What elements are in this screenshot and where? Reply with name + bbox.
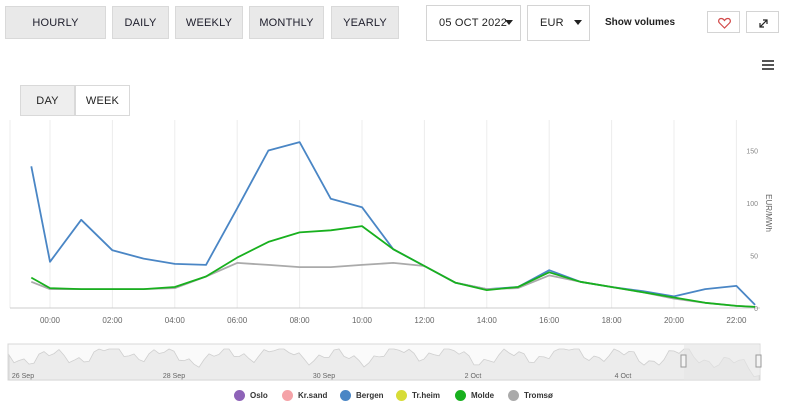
x-tick-label: 16:00 [539, 316, 560, 325]
x-tick-label: 10:00 [352, 316, 373, 325]
x-tick-label: 06:00 [227, 316, 248, 325]
legend-dot [340, 390, 351, 401]
y-tick-label: 0 [754, 306, 758, 313]
favorite-button[interactable] [707, 11, 740, 33]
legend-label: Tr.heim [412, 391, 441, 400]
x-tick-label: 02:00 [102, 316, 123, 325]
navigator-date-label: 4 Oct [615, 373, 632, 380]
chevron-down-icon [574, 20, 582, 25]
range-tab-week[interactable]: WEEK [75, 85, 130, 116]
x-tick-label: 18:00 [602, 316, 623, 325]
legend-label: Kr.sand [298, 391, 328, 400]
legend-label: Bergen [356, 391, 384, 400]
navigator-date-label: 26 Sep [12, 373, 34, 380]
show-volumes-toggle[interactable]: Show volumes [605, 17, 676, 28]
currency-select-value: EUR [540, 17, 564, 29]
time-navigator[interactable]: 26 Sep 28 Sep 30 Sep 2 Oct 4 Oct [0, 343, 798, 383]
navigator-series [8, 348, 760, 381]
legend-item-tr-heim[interactable]: Tr.heim [396, 390, 440, 401]
legend-item-bergen[interactable]: Bergen [340, 390, 384, 401]
legend-dot [396, 390, 407, 401]
y-axis-title: EUR/MWh [764, 194, 773, 232]
legend-item-tromso[interactable]: Tromsø [508, 390, 553, 401]
date-select-value: 05 OCT 2022 [439, 17, 508, 29]
tab-monthly[interactable]: MONTHLY [249, 6, 324, 39]
y-tick-label: 100 [746, 201, 758, 208]
legend-dot [282, 390, 293, 401]
chart-menu-button[interactable] [760, 58, 776, 72]
tab-daily[interactable]: DAILY [112, 6, 169, 39]
navigator-date-label: 28 Sep [163, 373, 185, 380]
chevron-down-icon [505, 20, 513, 25]
x-tick-label: 04:00 [165, 316, 186, 325]
x-tick-label: 08:00 [290, 316, 311, 325]
x-tick-label: 12:00 [414, 316, 435, 325]
navigator-selection[interactable] [684, 344, 759, 380]
legend-item-oslo[interactable]: Oslo [234, 390, 268, 401]
chart-gridlines [9, 120, 760, 309]
navigator-handle-right[interactable] [755, 354, 762, 368]
legend-label: Oslo [250, 391, 268, 400]
currency-select[interactable]: EUR [527, 5, 590, 41]
legend-label: Molde [471, 391, 495, 400]
chart-series [30, 141, 756, 308]
price-line-chart: 00:00 02:00 04:00 06:00 08:00 10:00 12:00 14:00… [9, 120, 773, 325]
date-select[interactable]: 05 OCT 2022 [426, 5, 521, 41]
legend-dot [455, 390, 466, 401]
hamburger-icon [762, 60, 774, 70]
fullscreen-button[interactable] [746, 11, 779, 33]
legend-dot [508, 390, 519, 401]
series-line-tromsø[interactable] [30, 261, 756, 308]
series-line-bergen[interactable] [30, 141, 756, 306]
y-tick-label: 150 [746, 149, 758, 156]
x-tick-label: 00:00 [40, 316, 61, 325]
tab-hourly[interactable]: HOURLY [5, 6, 106, 39]
navigator-date-label: 30 Sep [313, 373, 335, 380]
navigator-date-label: 2 Oct [465, 373, 482, 380]
series-line-molde[interactable] [30, 225, 756, 308]
tab-weekly[interactable]: WEEKLY [175, 6, 243, 39]
expand-icon [759, 19, 768, 28]
legend-item-kr-sand[interactable]: Kr.sand [282, 390, 327, 401]
legend-label: Tromsø [524, 391, 553, 400]
navigator-handle-left[interactable] [680, 354, 687, 368]
range-tab-day[interactable]: DAY [20, 85, 75, 116]
x-axis-labels: 00:00 02:00 04:00 06:00 08:00 10:00 12:00 14:00… [40, 316, 747, 325]
heart-icon [718, 17, 731, 29]
legend-item-molde[interactable]: Molde [455, 390, 494, 401]
x-tick-label: 20:00 [664, 316, 685, 325]
x-tick-label: 22:00 [726, 316, 747, 325]
y-axis-labels: 0 50 100 150 [746, 149, 758, 314]
navigator-labels: 26 Sep 28 Sep 30 Sep 2 Oct 4 Oct [12, 373, 632, 380]
x-tick-label: 14:00 [477, 316, 498, 325]
legend-dot [234, 390, 245, 401]
tab-yearly[interactable]: YEARLY [331, 6, 399, 39]
y-tick-label: 50 [750, 254, 758, 261]
